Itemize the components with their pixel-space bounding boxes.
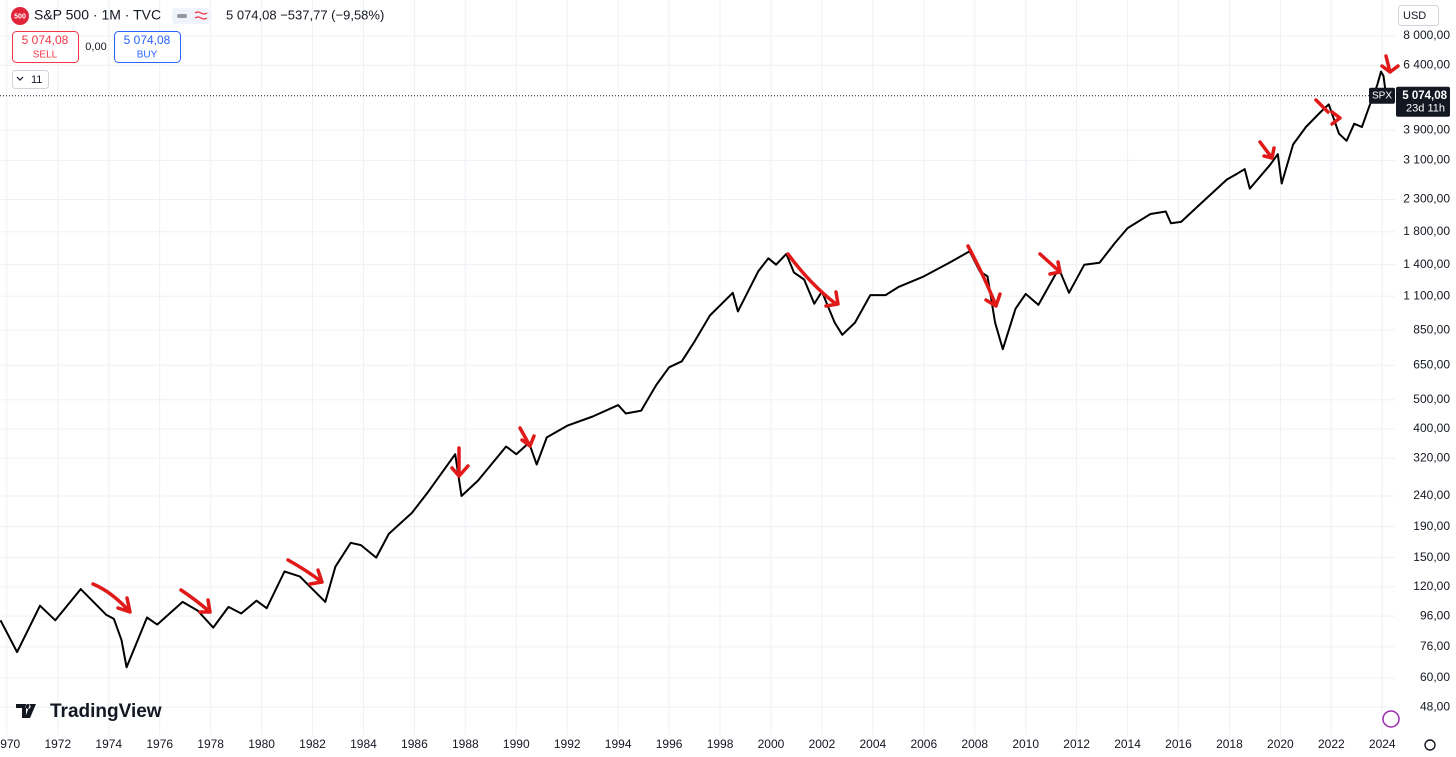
x-tick-label: 1970 bbox=[0, 737, 21, 751]
x-tick-label: 1998 bbox=[707, 737, 734, 751]
symbol-icon bbox=[11, 7, 29, 25]
x-tick-label: 2020 bbox=[1267, 737, 1294, 751]
x-tick-label: 1974 bbox=[95, 737, 122, 751]
x-tick-label: 2014 bbox=[1114, 737, 1141, 751]
x-tick-label: 1982 bbox=[299, 737, 326, 751]
y-tick-label: 150,00 bbox=[1413, 550, 1450, 564]
x-tick-label: 2006 bbox=[910, 737, 937, 751]
x-tick-label: 2024 bbox=[1369, 737, 1396, 751]
y-tick-label: 190,00 bbox=[1413, 519, 1450, 533]
spread: 0,00 bbox=[85, 41, 106, 53]
y-tick-label: 120,00 bbox=[1413, 579, 1450, 593]
y-tick-label: 3 100,00 bbox=[1403, 153, 1450, 167]
y-tick-label: 240,00 bbox=[1413, 488, 1450, 502]
annotation-arrows bbox=[91, 54, 1400, 614]
price-line bbox=[0, 70, 1388, 669]
countdown: 23d 11h bbox=[1406, 103, 1445, 115]
sell-price: 5 074,08 bbox=[22, 33, 69, 47]
price-tag: 5 074,08 bbox=[1402, 90, 1447, 102]
assistant-icon[interactable] bbox=[1382, 710, 1400, 728]
status-dot bbox=[177, 14, 187, 18]
y-tick-label: 1 800,00 bbox=[1403, 224, 1450, 238]
y-tick-label: 76,00 bbox=[1420, 639, 1450, 653]
y-tick-label: 96,00 bbox=[1420, 608, 1450, 622]
price-tag-bg bbox=[1396, 86, 1450, 117]
x-tick-label: 2018 bbox=[1216, 737, 1243, 751]
y-tick-label: 1 400,00 bbox=[1403, 257, 1450, 271]
ticker-tag-bg bbox=[1369, 87, 1395, 104]
x-tick-label: 1986 bbox=[401, 737, 428, 751]
x-tick-label: 1984 bbox=[350, 737, 377, 751]
chevron bbox=[16, 76, 24, 81]
buy-price: 5 074,08 bbox=[124, 33, 171, 47]
x-tick-label: 1976 bbox=[146, 737, 173, 751]
sell-button[interactable] bbox=[12, 31, 79, 63]
x-tick-label: 2016 bbox=[1165, 737, 1192, 751]
brand-name: TradingView bbox=[50, 701, 162, 722]
y-tick-label: 320,00 bbox=[1413, 450, 1450, 464]
y-tick-label: 400,00 bbox=[1413, 421, 1450, 435]
x-tick-label: 2000 bbox=[758, 737, 785, 751]
x-tick-label: 1994 bbox=[605, 737, 632, 751]
y-tick-label: 500,00 bbox=[1413, 392, 1450, 406]
symbol-title[interactable]: S&P 500 · 1M · TVC bbox=[34, 7, 161, 23]
currency: USD bbox=[1403, 10, 1426, 22]
x-tick-label: 1988 bbox=[452, 737, 479, 751]
x-tick-label: 2022 bbox=[1318, 737, 1345, 751]
indicators-toggle[interactable] bbox=[12, 70, 49, 89]
indicators-count: 11 bbox=[31, 74, 42, 86]
ticker-tag: SPX bbox=[1372, 90, 1392, 101]
x-tick-label: 1980 bbox=[248, 737, 275, 751]
x-tick-label: 1990 bbox=[503, 737, 530, 751]
x-tick-label: 1972 bbox=[44, 737, 71, 751]
brand-logo bbox=[16, 704, 36, 718]
x-tick-label: 2010 bbox=[1012, 737, 1039, 751]
x-tick-label: 2008 bbox=[961, 737, 988, 751]
axes: 1970 1972 1974 1976 1978 1980 1982 1984 1986 1988… bbox=[0, 28, 1450, 751]
y-tick-label: 60,00 bbox=[1420, 670, 1450, 684]
y-tick-label: 6 400,00 bbox=[1403, 57, 1450, 71]
y-tick-label: 850,00 bbox=[1413, 322, 1450, 336]
buy-label: BUY bbox=[137, 50, 158, 61]
x-tick-label: 2002 bbox=[809, 737, 836, 751]
status-wave bbox=[194, 11, 208, 20]
x-tick-label: 2012 bbox=[1063, 737, 1090, 751]
x-tick-label: 1992 bbox=[554, 737, 581, 751]
sell-label: SELL bbox=[33, 50, 58, 61]
symbol-icon-text: 500 bbox=[14, 13, 26, 20]
y-tick-label: 48,00 bbox=[1420, 699, 1450, 713]
x-tick-label: 1996 bbox=[656, 737, 683, 751]
settings-icon[interactable] bbox=[1424, 739, 1436, 751]
y-tick-label: 3 900,00 bbox=[1403, 122, 1450, 136]
y-tick-label: 650,00 bbox=[1413, 357, 1450, 371]
y-tick-label: 8 000,00 bbox=[1403, 28, 1450, 42]
quote: 5 074,08 −537,77 (−9,58%) bbox=[226, 7, 384, 22]
x-tick-label: 1978 bbox=[197, 737, 224, 751]
currency-button[interactable] bbox=[1398, 5, 1439, 26]
x-tick-label: 2004 bbox=[860, 737, 887, 751]
y-tick-label: 2 300,00 bbox=[1403, 192, 1450, 206]
y-tick-label: 1 100,00 bbox=[1403, 288, 1450, 302]
buy-button[interactable] bbox=[114, 31, 181, 63]
plot bbox=[0, 70, 1388, 669]
grid bbox=[0, 0, 1395, 735]
